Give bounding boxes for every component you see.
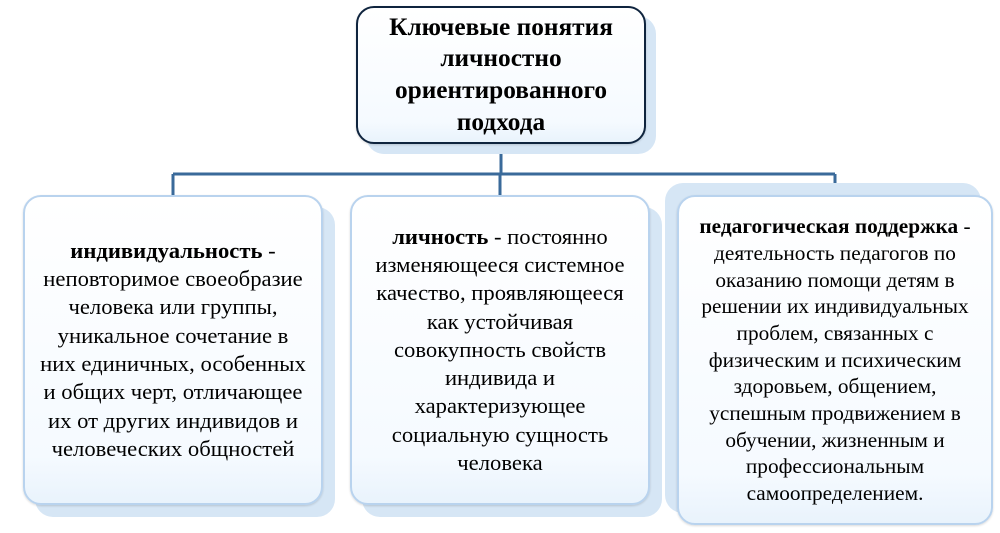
child-definition: - деятельность педагогов по оказанию пом… bbox=[701, 214, 970, 505]
child-term: педагогическая поддержка bbox=[699, 214, 958, 238]
child-definition: - неповторимое своеобразие человека или … bbox=[40, 238, 306, 461]
child-text: педагогическая поддержка - деятельность … bbox=[693, 213, 977, 506]
child-text: личность - постоянно изменяющееся систем… bbox=[366, 223, 634, 478]
child-term: личность bbox=[392, 224, 488, 249]
root-box: Ключевые понятия личностно ориентированн… bbox=[356, 6, 646, 144]
child-term: индивидуальность bbox=[70, 238, 262, 263]
child-definition: - постоянно изменяющееся системное качес… bbox=[375, 224, 624, 476]
child-text: индивидуальность - неповторимое своеобра… bbox=[39, 237, 307, 464]
child-box: индивидуальность - неповторимое своеобра… bbox=[23, 195, 323, 505]
root-text: Ключевые понятия личностно ориентированн… bbox=[376, 12, 626, 139]
diagram-canvas: Ключевые понятия личностно ориентированн… bbox=[0, 0, 1000, 533]
child-box: личность - постоянно изменяющееся систем… bbox=[350, 195, 650, 505]
child-box: педагогическая поддержка - деятельность … bbox=[677, 195, 993, 525]
